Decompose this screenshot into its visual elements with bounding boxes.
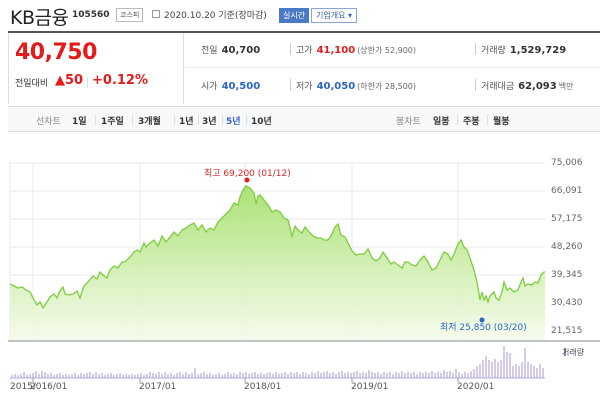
change-percent: +0.12% — [92, 73, 148, 88]
label: 거래대금 — [481, 82, 515, 92]
label: 저가 — [296, 82, 313, 92]
tab-3y[interactable]: 3년 — [202, 117, 217, 127]
trade-amount: 거래대금 62,093 백만 — [481, 79, 573, 92]
price-box: 40,750 전일대비 ▲50 +0.12% — [8, 33, 184, 104]
divider — [475, 43, 476, 55]
tab-1d[interactable]: 1일 — [72, 117, 87, 127]
lower-limit: (하한가 28,500) — [357, 82, 417, 91]
stock-name: KB금융 — [10, 7, 69, 29]
value: 40,500 — [221, 81, 261, 92]
x-tick: 2019/01 — [351, 382, 389, 392]
y-tick: 48,260 — [551, 242, 583, 252]
high-marker — [244, 177, 250, 183]
volume-legend-swatch — [564, 348, 566, 356]
change-label: 전일대비 — [15, 79, 49, 89]
tab-1w[interactable]: 1주일 — [101, 117, 124, 127]
tab-5y[interactable]: 5년 — [226, 117, 241, 127]
divider — [246, 115, 247, 125]
low-price: 저가 40,050 (하한가 28,500) — [296, 79, 416, 92]
value: 40,700 — [221, 45, 261, 56]
label: 시가 — [201, 82, 218, 92]
change-value: ▲50 — [55, 73, 84, 88]
x-tick: 2020/01 — [457, 382, 495, 392]
low-annotation: 최저 25,850 (03/20) — [440, 323, 527, 333]
y-tick: 66,091 — [551, 186, 583, 196]
volume-bars — [11, 346, 544, 378]
divider — [475, 79, 476, 91]
company-overview-dropdown[interactable]: 기업개요 ▾ — [311, 8, 357, 23]
volume: 거래량 1,529,729 — [481, 43, 566, 56]
stock-code: 105560 — [72, 10, 110, 20]
label: 고가 — [296, 46, 313, 56]
calendar-icon — [152, 10, 160, 18]
open-price: 시가 40,500 — [201, 79, 260, 92]
high-price: 고가 41,100 (상한가 52,900) — [296, 43, 416, 56]
value: 62,093 — [518, 81, 557, 92]
tab-weekly[interactable]: 주봉 — [463, 117, 480, 127]
label: 거래량 — [481, 46, 506, 56]
tab-daily[interactable]: 일봉 — [433, 117, 450, 127]
x-tick: 2015/ — [10, 382, 36, 392]
candle-chart-caption: 봉차트 — [396, 117, 421, 127]
x-tick: 2016/01 — [30, 382, 68, 392]
stats-row: 전일 40,700 고가 41,100 (상한가 52,900) 거래량 1,529,7… — [185, 33, 600, 68]
volume-legend: 거래량 — [562, 348, 585, 357]
high-annotation: 최고 69,200 (01/12) — [204, 169, 291, 179]
upper-limit: (상한가 52,900) — [357, 46, 417, 55]
y-tick: 75,006 — [551, 158, 583, 168]
stats-row: 시가 40,500 저가 40,050 (하한가 28,500) 거래대금 62,093… — [185, 69, 600, 104]
tab-10y[interactable]: 10년 — [251, 117, 272, 127]
low-marker — [479, 317, 485, 323]
divider — [222, 115, 223, 125]
divider — [8, 31, 600, 33]
stock-header: KB금융 105560 코스피 2020.10.20 기준(장마감) 실시간 기… — [0, 0, 600, 30]
y-tick: 57,175 — [551, 214, 583, 224]
line-chart-caption: 선차트 — [36, 117, 61, 127]
label: 전일 — [201, 46, 218, 56]
x-tick: 2017/01 — [139, 382, 177, 392]
base-date: 2020.10.20 기준(장마감) — [164, 11, 267, 21]
y-tick: 21,515 — [551, 326, 583, 336]
divider — [457, 115, 458, 125]
tab-1y[interactable]: 1년 — [179, 117, 194, 127]
price-stats: 전일 40,700 고가 41,100 (상한가 52,900) 거래량 1,529,7… — [185, 33, 600, 104]
x-ticks — [32, 378, 459, 382]
divider — [198, 115, 199, 125]
market-badge: 코스피 — [116, 8, 144, 22]
divider — [132, 115, 133, 125]
value: 41,100 — [316, 45, 356, 56]
prev-close: 전일 40,700 — [201, 43, 260, 56]
tab-monthly[interactable]: 월봉 — [493, 117, 510, 127]
divider — [95, 115, 96, 125]
realtime-button[interactable]: 실시간 — [279, 8, 310, 23]
price-area — [10, 186, 545, 340]
price-line — [9, 185, 545, 310]
chart-period-tabs: 선차트 1일 1주일 3개월 1년 3년 5년 10년 봉차트 일봉 주봉 월봉 — [8, 106, 600, 132]
y-tick: 39,345 — [551, 270, 583, 280]
unit: 백만 — [558, 82, 574, 91]
x-tick: 2018/01 — [244, 382, 282, 392]
current-price: 40,750 — [15, 40, 97, 65]
divider — [87, 77, 88, 87]
y-tick: 30,430 — [551, 298, 583, 308]
divider — [487, 115, 488, 125]
divider — [290, 79, 291, 91]
tab-3m[interactable]: 3개월 — [138, 117, 161, 127]
value: 40,050 — [316, 81, 356, 92]
divider — [174, 115, 175, 125]
divider — [290, 43, 291, 55]
value: 1,529,729 — [509, 45, 567, 56]
